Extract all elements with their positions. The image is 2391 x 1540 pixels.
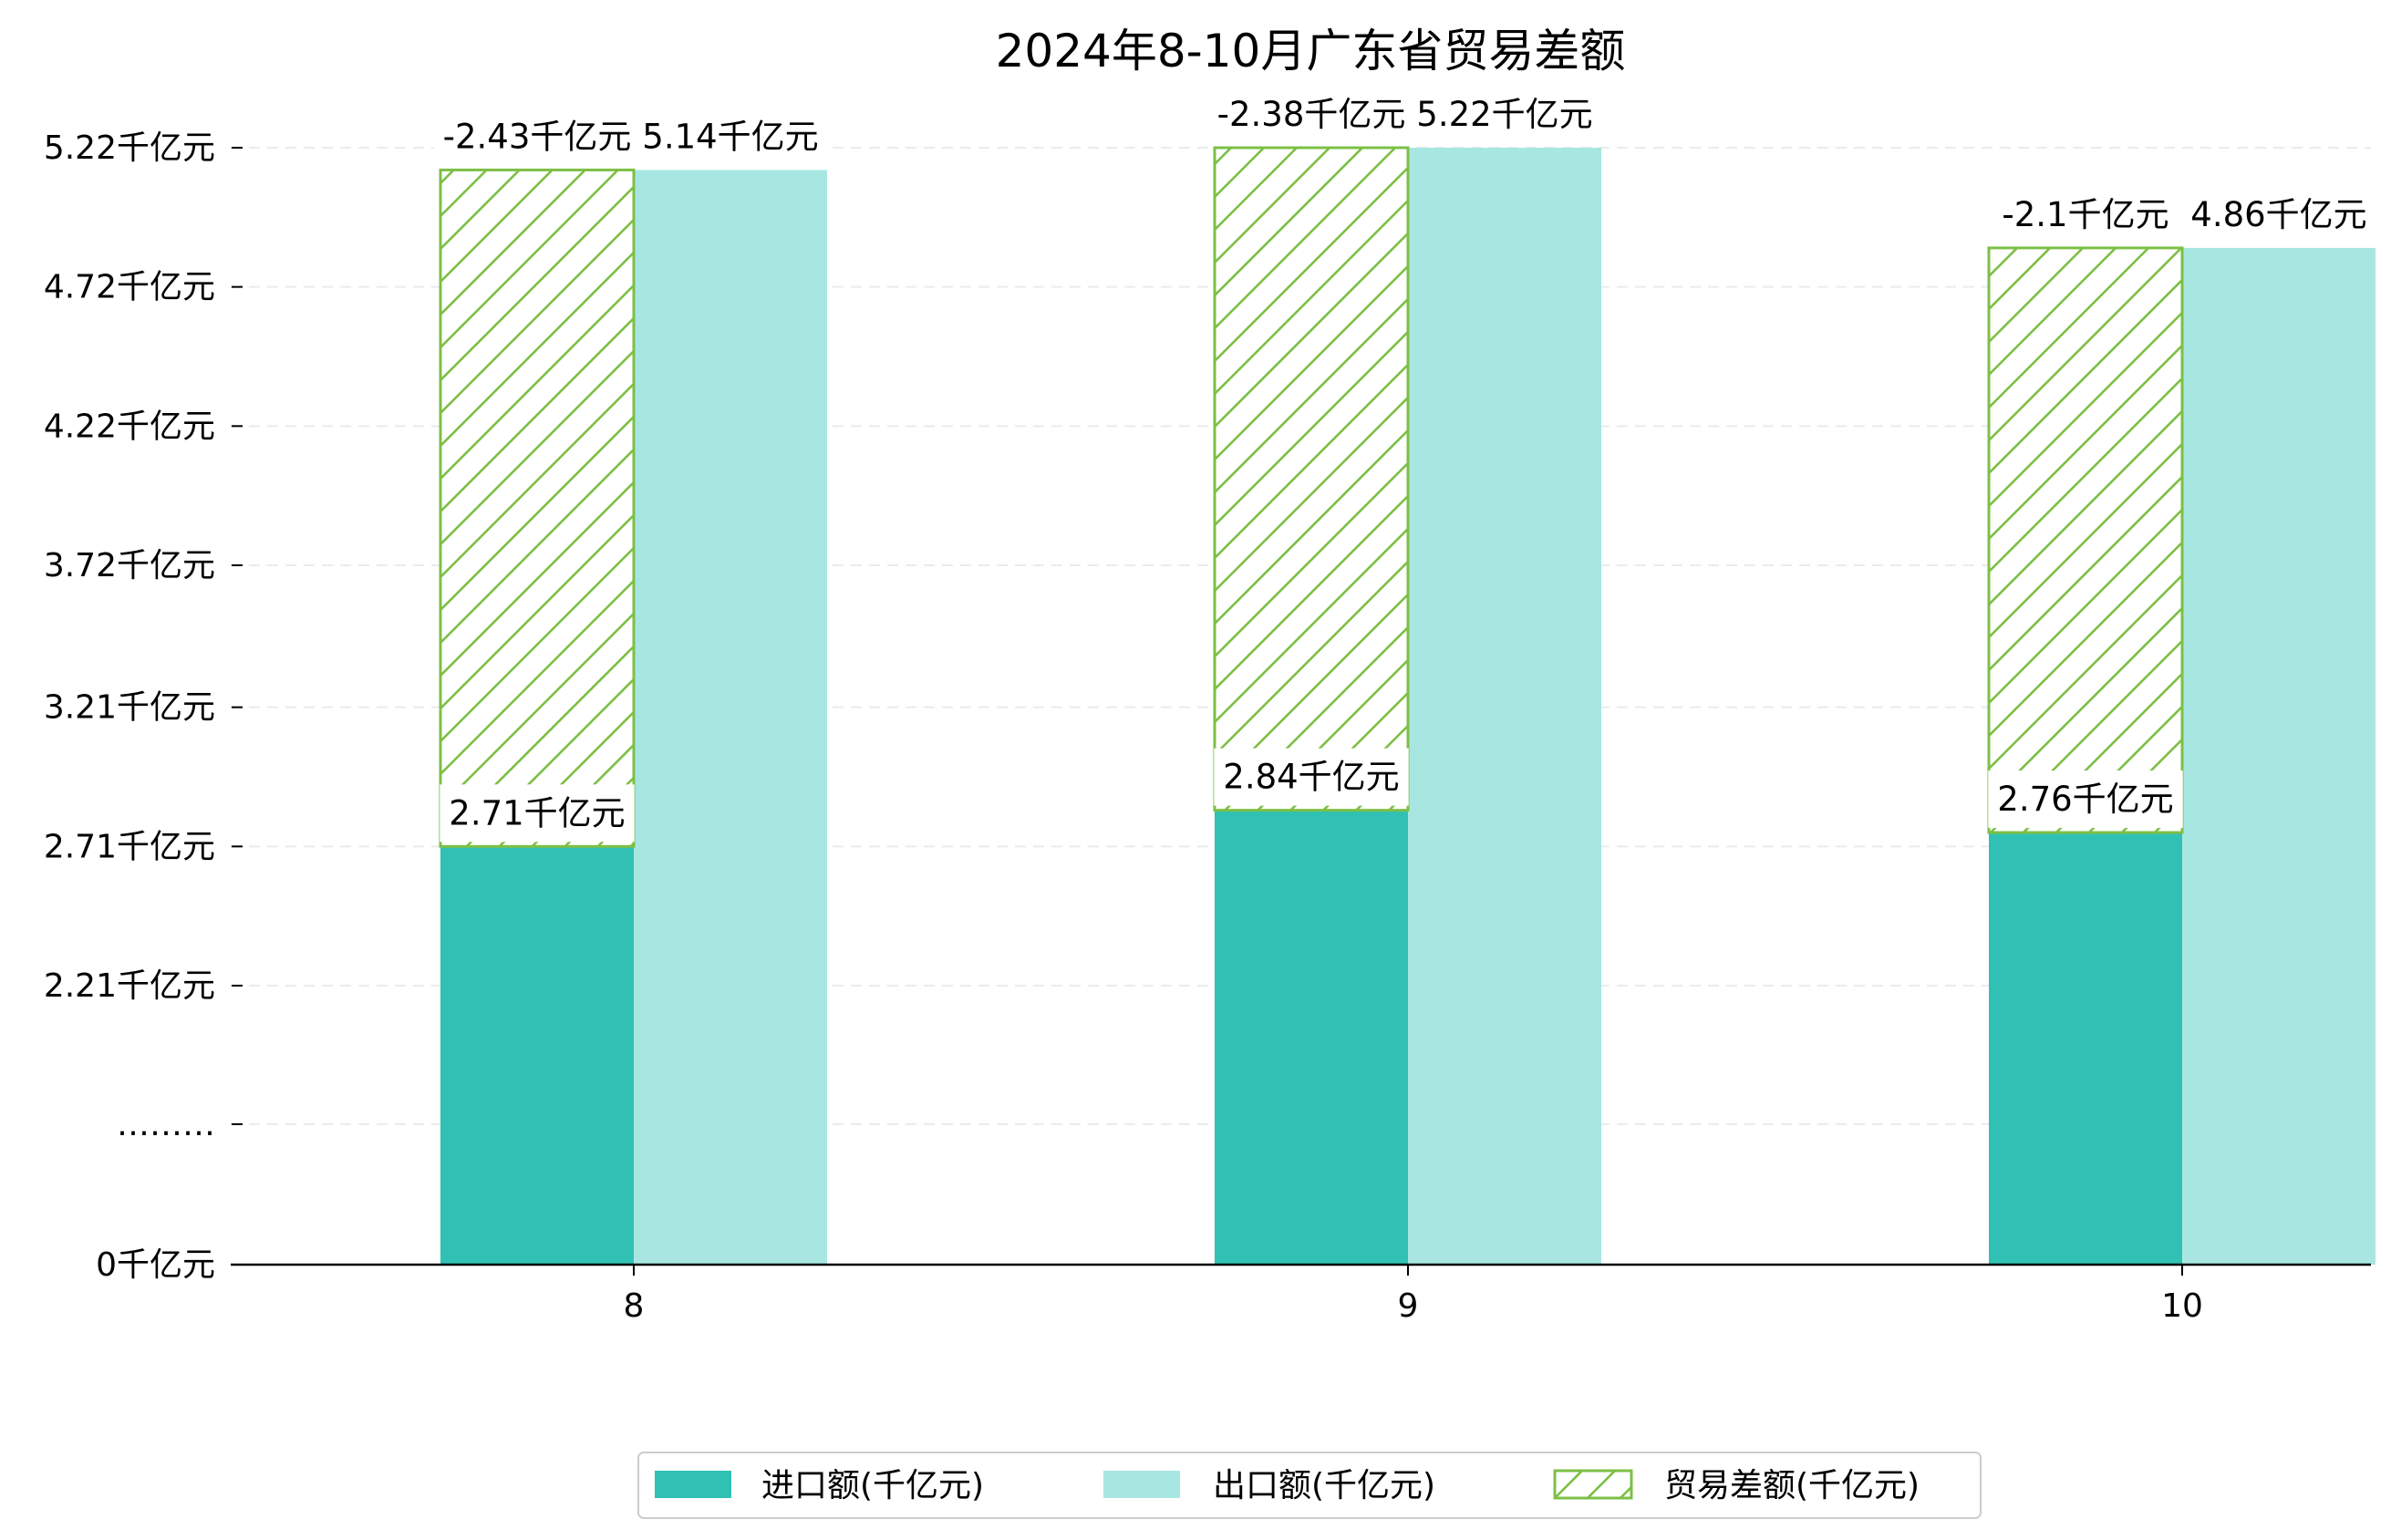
data-label-import-bg [1214, 748, 1409, 806]
data-label-trade-balance: -2.1千亿元 [2002, 195, 2168, 234]
data-label-import: 2.76千亿元 [1997, 780, 2173, 819]
data-label-import-bg [1988, 770, 2183, 829]
data-label-import: 2.71千亿元 [449, 793, 625, 832]
bar-import [440, 846, 634, 1265]
bar-trade-balance [1987, 246, 2184, 834]
legend-label: 出口额(千亿元) [1213, 1467, 1435, 1504]
legend-label: 进口额(千亿元) [761, 1467, 984, 1504]
data-label-trade-balance-group: -2.38千亿元 [1207, 86, 1415, 143]
data-label-export-bg [633, 108, 828, 166]
bar-import [1215, 810, 1408, 1265]
data-label-trade-balance-bg [1992, 185, 2179, 243]
y-tick-label: 3.72千亿元 [44, 547, 215, 584]
y-tick-label: 0千亿元 [96, 1246, 215, 1284]
legend: 进口额(千亿元) 出口额(千亿元) 贸易差额(千亿元) [637, 1452, 1982, 1519]
data-label-trade-balance-bg [1207, 86, 1415, 143]
data-label-trade-balance-bg [433, 108, 641, 166]
legend-swatch [1103, 1471, 1180, 1498]
data-label-import-group: 2.71千亿元 [440, 784, 635, 842]
data-label-export-group: 4.86千亿元 [2181, 185, 2376, 243]
y-tick-label: 2.21千亿元 [44, 967, 215, 1005]
bar-export [634, 170, 827, 1265]
x-tick-label: 8 [624, 1287, 645, 1325]
bar-trade-balance [439, 168, 636, 848]
data-label-export: 5.14千亿元 [642, 117, 818, 156]
y-tick-label: 4.22千亿元 [44, 408, 215, 445]
data-label-import-group: 2.76千亿元 [1988, 770, 2183, 829]
axes: 0千亿元 ……… 2.21千亿元 2.71千亿元 3.21千亿元 3.72千亿元 4.22千… [44, 129, 2371, 1325]
legend-swatch [1553, 1469, 1633, 1500]
data-label-import: 2.84千亿元 [1223, 758, 1399, 797]
bar-export [2182, 247, 2375, 1266]
data-label-trade-balance-group: -2.1千亿元 [1992, 185, 2179, 243]
bar-import [1989, 832, 2182, 1265]
y-tick-label: 3.21千亿元 [44, 689, 215, 727]
x-tick-label: 9 [1398, 1287, 1419, 1325]
bar-trade-balance [1213, 146, 1410, 812]
x-tick-label: 10 [2161, 1287, 2203, 1325]
data-label-import-bg [440, 784, 635, 842]
y-tick-label: ……… [117, 1106, 215, 1143]
data-label-export: 4.86千亿元 [2190, 195, 2366, 234]
data-label-export-group: 5.14千亿元 [633, 108, 828, 166]
y-tick-label: 4.72千亿元 [44, 269, 215, 306]
data-label-trade-balance-group: -2.43千亿元 [433, 108, 641, 166]
data-label-export-group: 5.22千亿元 [1407, 86, 1602, 143]
chart-title: 2024年8-10月广东省贸易差额 [996, 25, 1626, 78]
bar-export [1408, 148, 1601, 1265]
y-tick-label: 2.71千亿元 [44, 828, 215, 865]
data-label-export: 5.22千亿元 [1416, 95, 1592, 134]
data-label-export-bg [1407, 86, 1602, 143]
data-label-export-bg [2181, 185, 2376, 243]
legend-box [637, 1452, 1982, 1519]
legend-swatch [655, 1471, 731, 1498]
bars [439, 146, 2375, 1266]
legend-label: 贸易差额(千亿元) [1664, 1467, 1920, 1504]
data-label-trade-balance: -2.43千亿元 [443, 117, 632, 156]
y-tick-label: 5.22千亿元 [44, 129, 215, 167]
data-label-import-group: 2.84千亿元 [1214, 748, 1409, 806]
data-labels: 5.14千亿元 2.71千亿元 -2.43千亿元 5.22千亿元 2.84千亿元 -2.3… [433, 86, 2376, 842]
data-label-trade-balance: -2.38千亿元 [1217, 95, 1406, 134]
